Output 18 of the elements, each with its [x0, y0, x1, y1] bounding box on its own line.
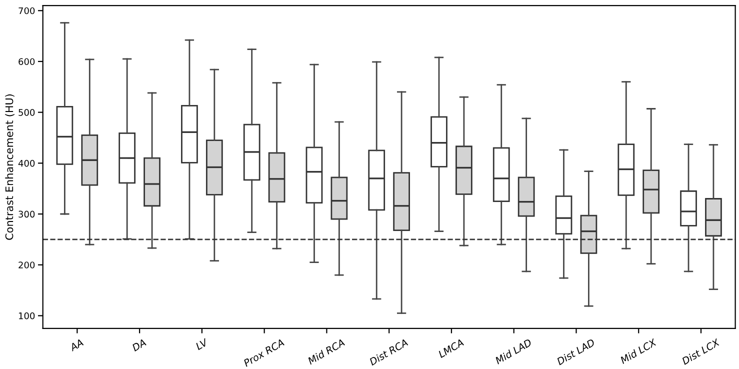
x-tick-label: DA — [131, 338, 146, 352]
y-tick-label: 100 — [18, 312, 35, 320]
y-tick-label: 300 — [18, 210, 35, 218]
x-tick-label: LV — [195, 338, 209, 350]
x-tick-label: Mid RCA — [307, 338, 346, 365]
y-tick-label: 400 — [18, 160, 35, 167]
y-tick-label: 600 — [18, 58, 35, 66]
y-tick-label: 200 — [18, 262, 35, 268]
x-tick-label: Mid LCX — [620, 338, 658, 364]
x-tick-label: Mid LAD — [494, 338, 532, 364]
y-axis-title: Contrast Enhancement (HU) — [5, 94, 14, 240]
x-tick-label: Prox RCA — [242, 338, 285, 367]
x-tick-label: Dist LCX — [681, 338, 720, 366]
y-tick-label: 700 — [18, 7, 35, 14]
x-tick-label: Dist RCA — [368, 338, 408, 366]
x-tick-label: AA — [68, 338, 84, 352]
y-tick-label: 500 — [18, 109, 35, 116]
x-tick-label: Dist LAD — [556, 338, 596, 366]
